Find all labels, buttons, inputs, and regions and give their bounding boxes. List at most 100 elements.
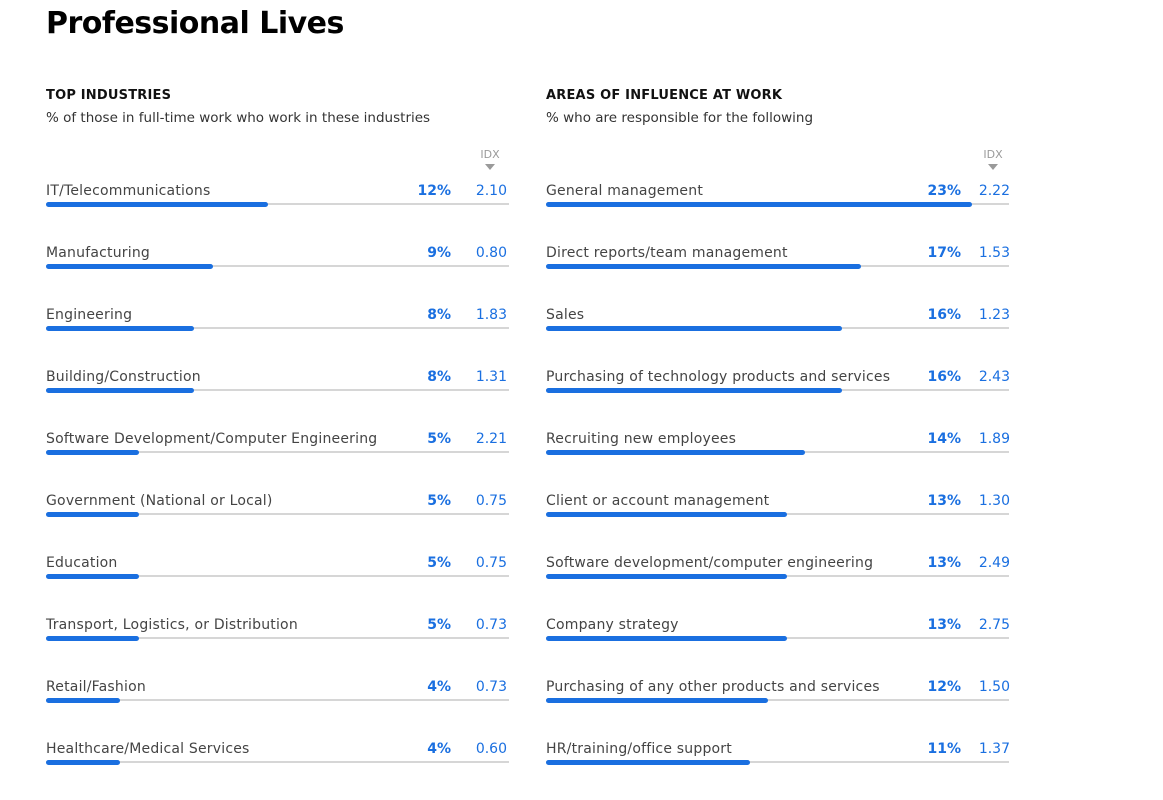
idx-header: IDX — [470, 148, 510, 170]
value-label: 13% — [927, 617, 961, 633]
idx-value: 1.23 — [978, 307, 1010, 323]
bar — [546, 264, 861, 269]
value-label: 11% — [927, 741, 961, 757]
bar — [546, 450, 805, 455]
idx-header: IDX — [973, 148, 1013, 170]
bar-row: Sales 16% 1.23 — [546, 307, 1010, 337]
bar-row: HR/training/office support 11% 1.37 — [546, 741, 1010, 771]
value-label: 23% — [927, 183, 961, 199]
category-label: General management — [546, 183, 704, 199]
category-label: Education — [46, 555, 118, 571]
panel-title: AREAS OF INFLUENCE AT WORK — [546, 88, 783, 103]
value-label: 14% — [927, 431, 961, 447]
bar-track — [46, 327, 509, 329]
idx-value: 1.83 — [475, 307, 507, 323]
bar-row: Software development/computer engineerin… — [546, 555, 1010, 585]
bar-track — [546, 699, 1009, 701]
bar-track — [46, 575, 509, 577]
bar-row: Software Development/Computer Engineerin… — [46, 431, 510, 461]
page-title: Professional Lives — [46, 6, 344, 41]
category-label: Software Development/Computer Engineerin… — [46, 431, 378, 447]
sort-arrow-icon — [988, 164, 998, 170]
idx-value: 1.53 — [978, 245, 1010, 261]
bar-track — [46, 389, 509, 391]
value-label: 12% — [417, 183, 451, 199]
bar — [46, 388, 194, 393]
bar — [546, 202, 972, 207]
value-label: 12% — [927, 679, 961, 695]
panel-subtitle: % of those in full-time work who work in… — [46, 110, 431, 126]
bar-row: Education 5% 0.75 — [46, 555, 510, 585]
bar-row: Company strategy 13% 2.75 — [546, 617, 1010, 647]
bar-row: Healthcare/Medical Services 4% 0.60 — [46, 741, 510, 771]
idx-value: 1.50 — [978, 679, 1010, 695]
idx-value: 2.10 — [475, 183, 507, 199]
bar — [46, 698, 120, 703]
bar-row: General management 23% 2.22 — [546, 183, 1010, 213]
category-label: IT/Telecommunications — [46, 183, 211, 199]
bar — [46, 326, 194, 331]
bar-track — [546, 761, 1009, 763]
idx-value: 0.73 — [475, 679, 507, 695]
value-label: 13% — [927, 555, 961, 571]
category-label: Direct reports/team management — [546, 245, 788, 261]
bar-track — [46, 761, 509, 763]
value-label: 9% — [427, 245, 451, 261]
bar — [546, 388, 842, 393]
idx-value: 0.73 — [475, 617, 507, 633]
value-label: 4% — [427, 741, 451, 757]
idx-value: 2.21 — [475, 431, 507, 447]
bar — [546, 636, 787, 641]
idx-value: 0.75 — [475, 493, 507, 509]
areas-of-influence-panel: AREAS OF INFLUENCE AT WORK % who are res… — [546, 88, 1016, 765]
value-label: 4% — [427, 679, 451, 695]
bar — [46, 512, 139, 517]
idx-value: 0.60 — [475, 741, 507, 757]
bar — [46, 760, 120, 765]
category-label: Building/Construction — [46, 369, 201, 385]
category-label: Government (National or Local) — [46, 493, 273, 509]
bar-row: Recruiting new employees 14% 1.89 — [546, 431, 1010, 461]
bar-row: Transport, Logistics, or Distribution 5% 0… — [46, 617, 510, 647]
value-label: 5% — [427, 617, 451, 633]
bar — [546, 760, 750, 765]
panel-subtitle: % who are responsible for the following — [546, 110, 814, 126]
idx-label: IDX — [983, 148, 1003, 161]
bar-track — [46, 203, 509, 205]
bar — [46, 202, 268, 207]
bar-track — [46, 513, 509, 515]
bar-row: Direct reports/team management 17% 1.53 — [546, 245, 1010, 275]
bar — [546, 512, 787, 517]
value-label: 8% — [427, 369, 451, 385]
bar — [546, 574, 787, 579]
value-label: 16% — [927, 369, 961, 385]
bar-track — [46, 637, 509, 639]
category-label: Sales — [546, 307, 585, 323]
value-label: 16% — [927, 307, 961, 323]
bar — [46, 574, 139, 579]
category-label: Company strategy — [546, 617, 679, 633]
bar-row: Engineering 8% 1.83 — [46, 307, 510, 337]
category-label: Transport, Logistics, or Distribution — [46, 617, 298, 633]
bar-row: Purchasing of technology products and se… — [546, 369, 1010, 399]
bar-row: Government (National or Local) 5% 0.75 — [46, 493, 510, 523]
idx-value: 2.49 — [978, 555, 1010, 571]
bar-row: Manufacturing 9% 0.80 — [46, 245, 510, 275]
bar-track — [46, 265, 509, 267]
idx-value: 2.75 — [978, 617, 1010, 633]
category-label: Purchasing of technology products and se… — [546, 369, 891, 385]
category-label: Recruiting new employees — [546, 431, 737, 447]
bar-row: Purchasing of any other products and ser… — [546, 679, 1010, 709]
idx-value: 1.30 — [978, 493, 1010, 509]
bar-track — [46, 451, 509, 453]
category-label: Client or account management — [546, 493, 770, 509]
bar-row: Retail/Fashion 4% 0.73 — [46, 679, 510, 709]
idx-value: 2.43 — [978, 369, 1010, 385]
top-industries-panel: TOP INDUSTRIES % of those in full-time w… — [46, 88, 516, 765]
category-label: Healthcare/Medical Services — [46, 741, 250, 757]
idx-value: 1.31 — [475, 369, 507, 385]
panel-title: TOP INDUSTRIES — [46, 88, 172, 103]
bar — [46, 636, 139, 641]
category-label: Engineering — [46, 307, 133, 323]
value-label: 17% — [927, 245, 961, 261]
